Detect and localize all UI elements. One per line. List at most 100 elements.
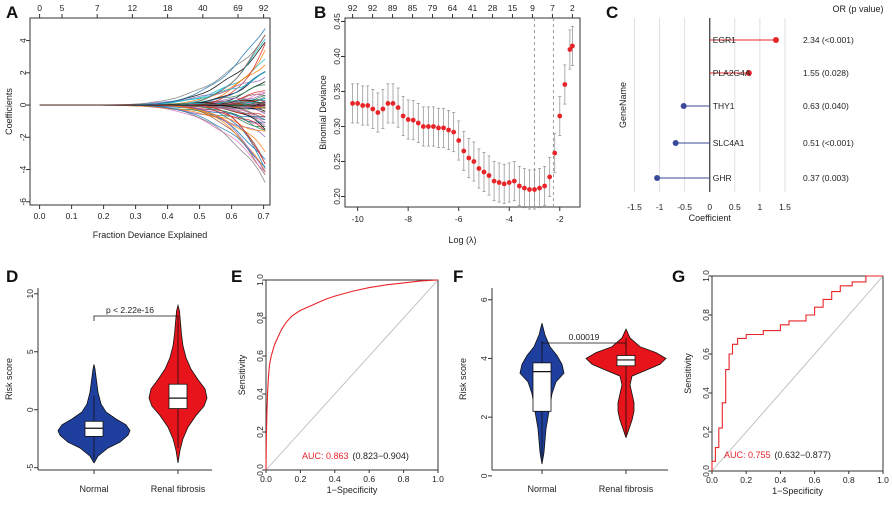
diagonal-reference [711,275,884,472]
top-tick-label: 69 [233,3,243,13]
category-label: Normal [79,484,108,494]
x-tick-label: 0 [707,202,712,212]
y-axis-label: Binomial Deviance [318,75,328,150]
y-tick-label: 5 [25,349,35,354]
x-axis-label: Fraction Deviance Explained [93,230,208,240]
x-tick-label: 0.1 [66,211,78,221]
panel-c-forest-plot: -1.5 -1 -0.5 0 0.5 1 1.5 Coefficient GeneName OR … [618,4,884,223]
auc-ci: (0.632−0.877) [775,450,831,460]
x-tick-label: 0.4 [774,475,786,485]
y-tick-label: 0.0 [255,464,265,476]
y-tick-label: 0.20 [332,188,342,205]
y-tick-label: 10 [25,289,35,299]
x-tick-label: 0.4 [329,474,341,484]
x-tick-label: -2 [556,214,564,224]
y-tick-label: 1.0 [701,270,711,282]
x-tick-label: 0.0 [260,474,272,484]
x-tick-label: 0.6 [226,211,238,221]
deviance-point [350,101,355,106]
x-tick-label: 1.0 [877,475,889,485]
deviance-point [542,183,548,189]
x-tick-label: -6 [455,214,463,224]
deviance-point [380,106,386,112]
y-tick-label: 1.0 [255,274,265,286]
deviance-point [425,124,431,129]
deviance-point [415,120,421,126]
plot-frame [29,17,271,206]
deviance-point [496,180,502,185]
y-axis-label: Sensitivity [683,353,693,394]
gene-label: GHR [713,173,732,183]
coefficient-point [745,70,752,76]
deviance-point [400,113,406,119]
y-tick-label: -4 [18,165,28,173]
deviance-point [375,110,381,115]
deviance-point [451,129,457,135]
y-tick-label: 0.40 [332,48,342,65]
significance-bracket [541,342,627,348]
top-tick-label: 15 [508,3,518,13]
category-label: Renal fibrosis [151,484,206,494]
x-tick-label: 0.5 [729,202,741,212]
top-tick-label: 79 [428,3,438,13]
deviance-point [552,150,558,156]
or-value-label: 0.37 (0.003) [803,173,849,183]
coefficient-path [39,104,266,153]
top-tick-label: 92 [368,3,378,13]
y-tick-label: 0.6 [701,348,711,360]
deviance-point [527,187,532,192]
deviance-point [466,155,472,161]
panel-f-violin: 0 2 4 6 Risk score Normal Renal fibrosis 0.0001… [458,288,668,494]
gene-label: PLA2G4A [713,68,751,78]
x-axis-label: 1−Specificity [772,486,823,496]
panel-label-b: B [314,3,326,22]
deviance-point [360,103,366,108]
y-tick-label: 0.2 [255,426,265,438]
deviance-point [395,105,401,110]
coefficient-path [39,28,266,106]
y-axis-label: Risk score [458,358,468,400]
x-axis-label: 1−Specificity [327,485,378,495]
deviance-point [410,117,416,123]
deviance-point [522,185,527,191]
auc-ci: (0.823−0.904) [353,451,409,461]
significance-label: 0.00019 [569,332,600,342]
or-header: OR (p value) [832,4,883,14]
deviance-point [431,124,436,129]
y-tick-label: 0.45 [332,13,342,30]
y-tick-label: 0 [479,473,489,478]
deviance-point [441,125,446,131]
panel-d-violin: -5 0 5 10 Risk score Normal Renal fibrosis p < … [4,288,212,494]
x-tick-label: -10 [351,214,364,224]
coefficient-path [39,104,266,172]
y-tick-label: 0.8 [701,309,711,321]
y-tick-label: -5 [25,464,35,472]
plot-frame [344,17,581,208]
y-tick-label: 0.25 [332,153,342,170]
x-tick-label: 0.6 [363,474,375,484]
panel-g-roc: 0.00.0 0.2 0.2 0.4 0.4 0.6 0.6 0.8 0.8 1.0 1.0 1−Sp… [683,270,889,496]
x-tick-label: -4 [505,214,513,224]
or-value-label: 0.51 (<0.001) [803,138,854,148]
deviance-point [481,169,487,175]
top-tick-label: 64 [448,3,458,13]
deviance-point [486,173,492,178]
y-tick-label: -6 [18,198,28,206]
auc-annotation: AUC: 0.863 (0.823−0.904) [302,451,409,461]
or-value-label: 1.55 (0.028) [803,68,849,78]
box-iqr [532,362,552,412]
deviance-point [385,101,391,106]
x-tick-label: -0.5 [677,202,692,212]
x-tick-label: 0.2 [294,474,306,484]
coefficient-path [39,41,266,106]
y-tick-label: 4 [479,356,489,361]
deviance-point [436,125,441,131]
gene-label: THY1 [713,101,735,111]
x-tick-label: -1.5 [627,202,642,212]
panel-label-f: F [453,267,463,286]
deviance-point [420,124,426,129]
top-tick-label: 9 [530,3,535,13]
